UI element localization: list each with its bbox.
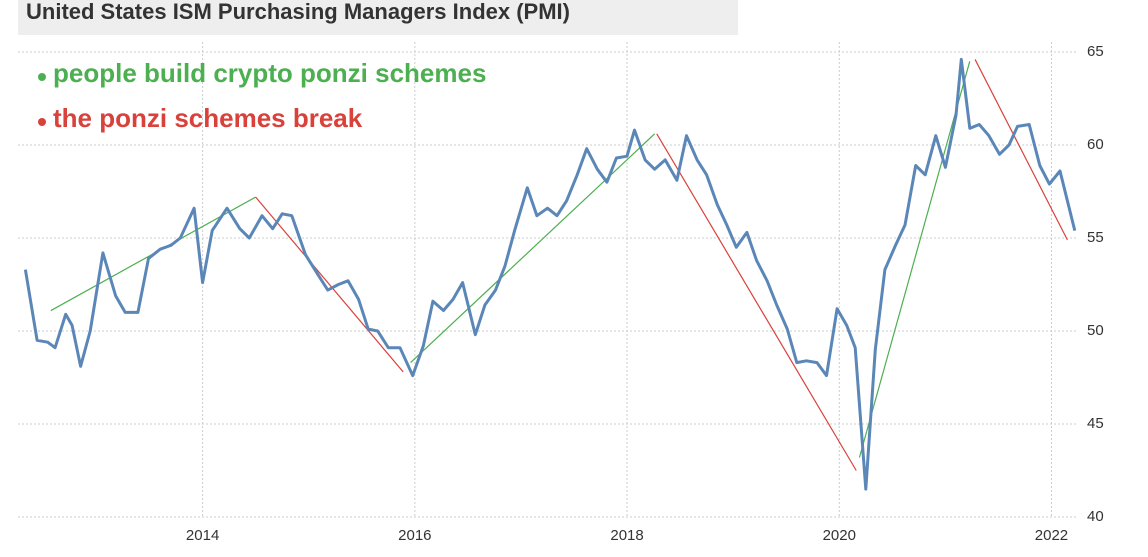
title-background xyxy=(18,0,738,35)
y-tick-label: 55 xyxy=(1087,229,1104,246)
trend-line xyxy=(858,61,971,458)
annotation: people build crypto ponzi schemes xyxy=(53,58,486,88)
annotation: the ponzi schemes break xyxy=(53,103,363,133)
data-line xyxy=(23,57,1077,491)
y-tick-label: 45 xyxy=(1087,415,1104,432)
chart-title: United States ISM Purchasing Managers In… xyxy=(26,0,570,24)
annotation-bullet xyxy=(38,73,46,81)
y-tick-label: 40 xyxy=(1087,508,1104,525)
x-tick-label: 2020 xyxy=(823,527,856,544)
y-tick-label: 65 xyxy=(1087,43,1104,60)
y-tick-label: 50 xyxy=(1087,322,1104,339)
trend-line xyxy=(255,196,404,373)
annotation-bullet xyxy=(38,118,46,126)
trend-line xyxy=(974,59,1068,241)
x-tick-label: 2016 xyxy=(398,527,431,544)
trend-line xyxy=(656,133,857,471)
y-tick-label: 60 xyxy=(1087,136,1104,153)
x-tick-label: 2018 xyxy=(610,527,643,544)
trend-line xyxy=(410,133,656,364)
x-tick-label: 2022 xyxy=(1035,527,1068,544)
x-tick-label: 2014 xyxy=(186,527,219,544)
